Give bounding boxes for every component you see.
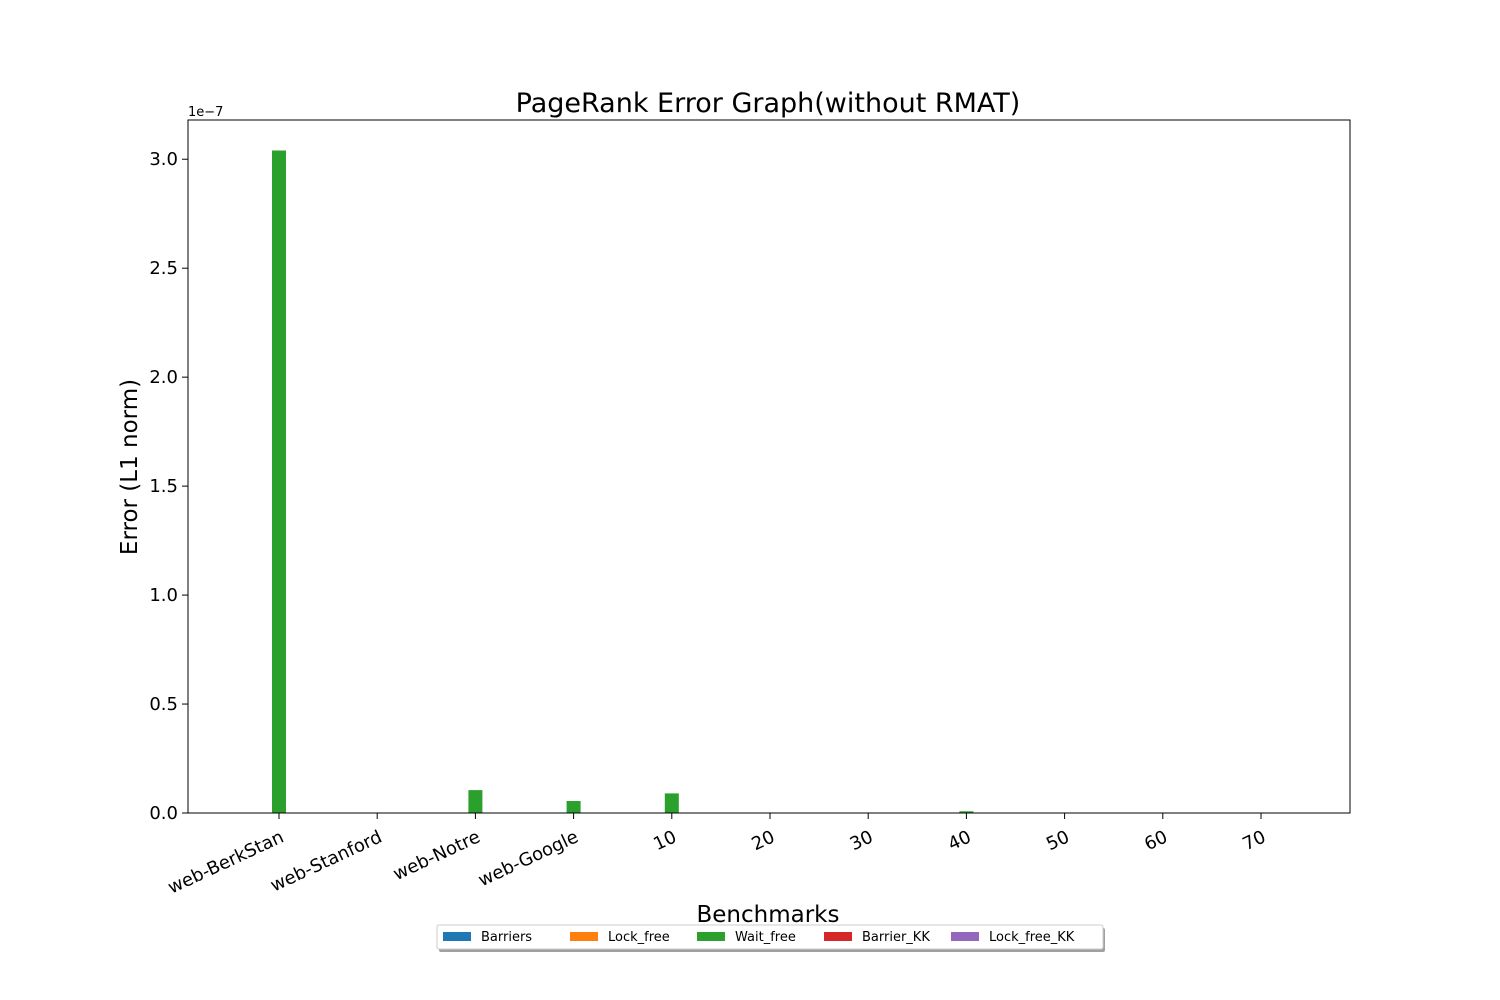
- x-tick-label: 60: [1141, 826, 1171, 855]
- y-tick-label: 1.5: [149, 476, 178, 497]
- bar-wait-free: [468, 790, 483, 813]
- legend: Barriers Lock_free Wait_free Barrier_KK Lock…: [436, 924, 1105, 952]
- legend-label: Wait_free: [735, 930, 796, 945]
- bar-wait-free: [664, 793, 679, 813]
- y-tick-label: 2.5: [149, 258, 178, 279]
- legend-swatch: [824, 932, 852, 941]
- plot-area: [187, 119, 1351, 814]
- legend-label: Barrier_KK: [862, 930, 930, 945]
- x-tick-label: web-Google: [475, 826, 582, 891]
- bar-wait-free: [272, 150, 286, 814]
- legend-label: Barriers: [481, 930, 532, 945]
- y-tick-label: 0.0: [149, 803, 178, 824]
- legend-swatch: [697, 932, 725, 941]
- x-tick-label: 10: [650, 826, 680, 855]
- bars-layer: [272, 150, 974, 814]
- legend-label: Lock_free_KK: [989, 930, 1075, 945]
- x-tick-label: 30: [847, 826, 877, 855]
- y-axis: 0.0 0.5 1.0 1.5 2.0 2.5 3.0: [149, 149, 188, 824]
- x-tick-label: web-BerkStan: [165, 826, 287, 898]
- x-tick-label: 40: [945, 826, 975, 855]
- x-tick-label: web-Notre: [390, 826, 483, 884]
- bar-wait-free: [959, 811, 974, 813]
- y-axis-offset-label: 1e−7: [188, 105, 223, 120]
- legend-box: [436, 924, 1104, 950]
- legend-swatch: [570, 932, 598, 941]
- bar-wait-free: [566, 801, 581, 813]
- x-tick-label: 70: [1239, 826, 1269, 855]
- y-tick-label: 1.0: [149, 585, 178, 606]
- x-tick-label: web-Stanford: [267, 826, 385, 896]
- x-axis-label: Benchmarks: [697, 902, 840, 928]
- y-axis-label: Error (L1 norm): [117, 379, 143, 555]
- y-tick-label: 3.0: [149, 149, 178, 170]
- y-tick-label: 0.5: [149, 694, 178, 715]
- x-tick-label: 50: [1043, 826, 1073, 855]
- chart-title: PageRank Error Graph(without RMAT): [516, 88, 1021, 119]
- legend-label: Lock_free: [608, 930, 670, 945]
- x-tick-label: 20: [748, 826, 778, 855]
- legend-swatch: [443, 932, 471, 941]
- y-tick-label: 2.0: [149, 367, 178, 388]
- legend-swatch: [951, 932, 979, 941]
